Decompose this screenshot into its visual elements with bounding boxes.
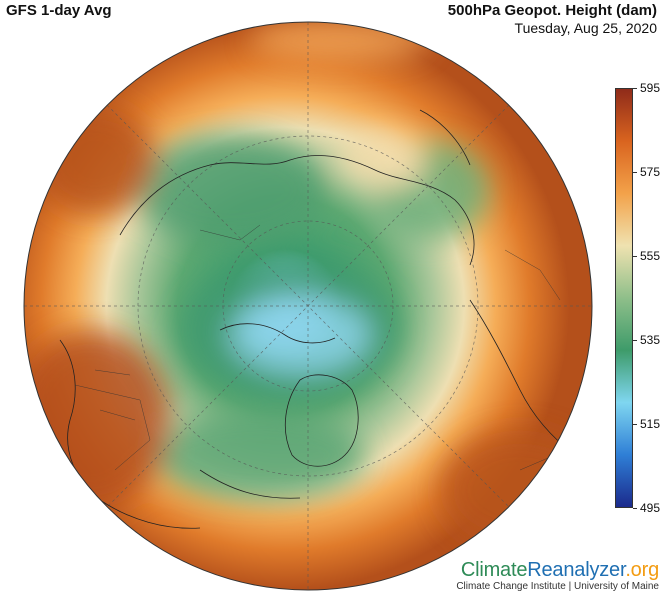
colorbar-tick-label: 515 bbox=[640, 417, 661, 431]
colorbar bbox=[615, 88, 633, 508]
colorbar-tick-mark bbox=[633, 256, 637, 257]
colorbar-tick-label: 595 bbox=[640, 81, 661, 95]
colorbar-tick-label: 555 bbox=[640, 249, 661, 263]
brand[interactable]: ClimateReanalyzer.org Climate Change Ins… bbox=[456, 559, 659, 592]
colorbar-tick-label: 535 bbox=[640, 333, 661, 347]
colorbar-tick-mark bbox=[633, 340, 637, 341]
colorbar-tick-mark bbox=[633, 88, 637, 89]
logo-part-climate: Climate bbox=[460, 559, 528, 581]
colorbar-tick-label: 495 bbox=[640, 501, 661, 515]
map-outline bbox=[23, 21, 593, 591]
site-logo[interactable]: ClimateReanalyzer.org bbox=[456, 559, 659, 582]
brand-subtitle: Climate Change Institute | University of… bbox=[456, 581, 659, 592]
colorbar-tick-mark bbox=[633, 508, 637, 509]
colorbar-tick-label: 575 bbox=[640, 165, 661, 179]
variable-title: 500hPa Geopot. Height (dam) bbox=[447, 2, 657, 19]
map-title: GFS 1-day Avg bbox=[6, 2, 112, 19]
logo-part-org: .org bbox=[625, 559, 659, 581]
graticule bbox=[24, 22, 592, 590]
logo-part-reanalyzer: Reanalyzer bbox=[527, 559, 626, 581]
date-label: Tuesday, Aug 25, 2020 bbox=[514, 20, 657, 36]
variable-header: 500hPa Geopot. Height (dam) Tuesday, Aug… bbox=[448, 2, 657, 36]
colorbar-tick-mark bbox=[633, 424, 637, 425]
colorbar-tick-mark bbox=[633, 172, 637, 173]
